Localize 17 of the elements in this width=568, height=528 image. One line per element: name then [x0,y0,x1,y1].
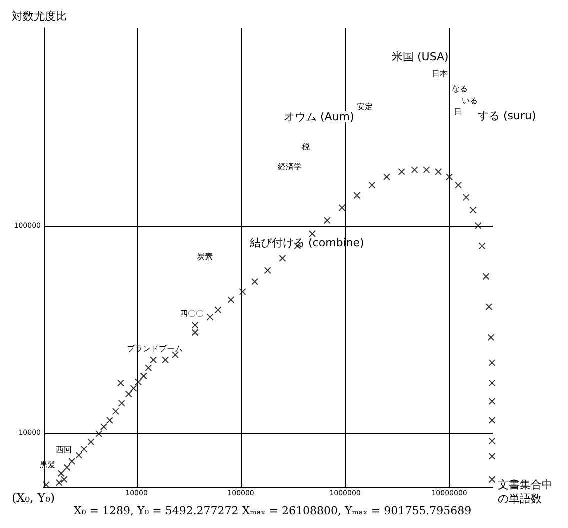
annotation: 西回 [56,446,72,454]
annotation: 経済学 [277,162,302,172]
text: (X₀, Y₀) [12,491,56,505]
annotation: 税 [302,142,310,152]
annotation: いる [462,96,478,106]
annotation: なる [452,84,468,94]
annotation: する (suru) [478,110,536,122]
x-axis-title: 文書集合中の単語数 [498,478,553,506]
annotation: 日本 [432,70,448,78]
annotation: 日 [454,108,462,116]
y-axis-title: 対数尤度比 [12,10,67,23]
annotation: 米国 (USA) [392,50,449,64]
annotation: 安定 [357,102,373,112]
annotation: オウム (Aum) [284,110,354,124]
annotation: 四〇〇 [180,310,204,318]
text: X₀ = 1289, Y₀ = 5492.277272 Xₘₐₓ = 26108800, Yₘₐₓ = 901755.795689 [74,504,472,518]
annotation: 炭素 [197,252,213,262]
